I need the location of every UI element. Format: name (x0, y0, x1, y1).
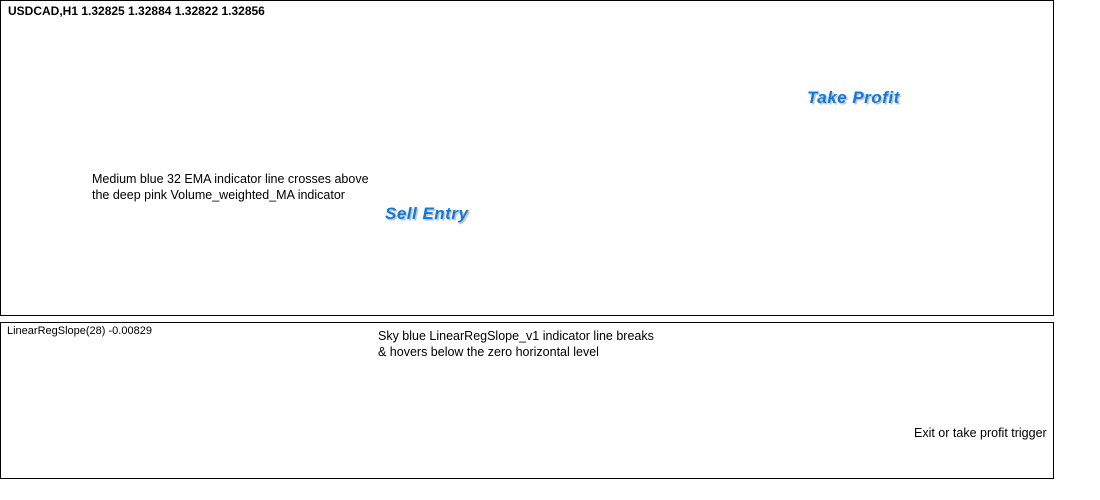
subindicator-label: LinearRegSlope(28) -0.00829 (7, 325, 152, 337)
ma-cross-annotation-line1: Medium blue 32 EMA indicator line crosse… (92, 172, 369, 186)
exit-trigger-annotation[interactable]: Exit or take profit trigger (914, 426, 1047, 440)
slope-break-annotation-line1: Sky blue LinearRegSlope_v1 indicator lin… (378, 329, 654, 343)
ma-cross-annotation-line2: the deep pink Volume_weighted_MA indicat… (92, 187, 345, 202)
ma-cross-annotation[interactable]: Medium blue 32 EMA indicator line crosse… (92, 172, 369, 203)
chart-title: USDCAD,H1 1.32825 1.32884 1.32822 1.3285… (8, 4, 265, 18)
sell-entry-label[interactable]: Sell Entry (385, 204, 469, 223)
slope-break-annotation[interactable]: Sky blue LinearRegSlope_v1 indicator lin… (378, 329, 654, 360)
slope-break-annotation-line2: & hovers below the zero horizontal level (378, 344, 599, 359)
price-chart-panel[interactable] (0, 0, 1054, 316)
take-profit-label[interactable]: Take Profit (807, 88, 900, 107)
indicator-subpanel[interactable] (0, 322, 1054, 479)
